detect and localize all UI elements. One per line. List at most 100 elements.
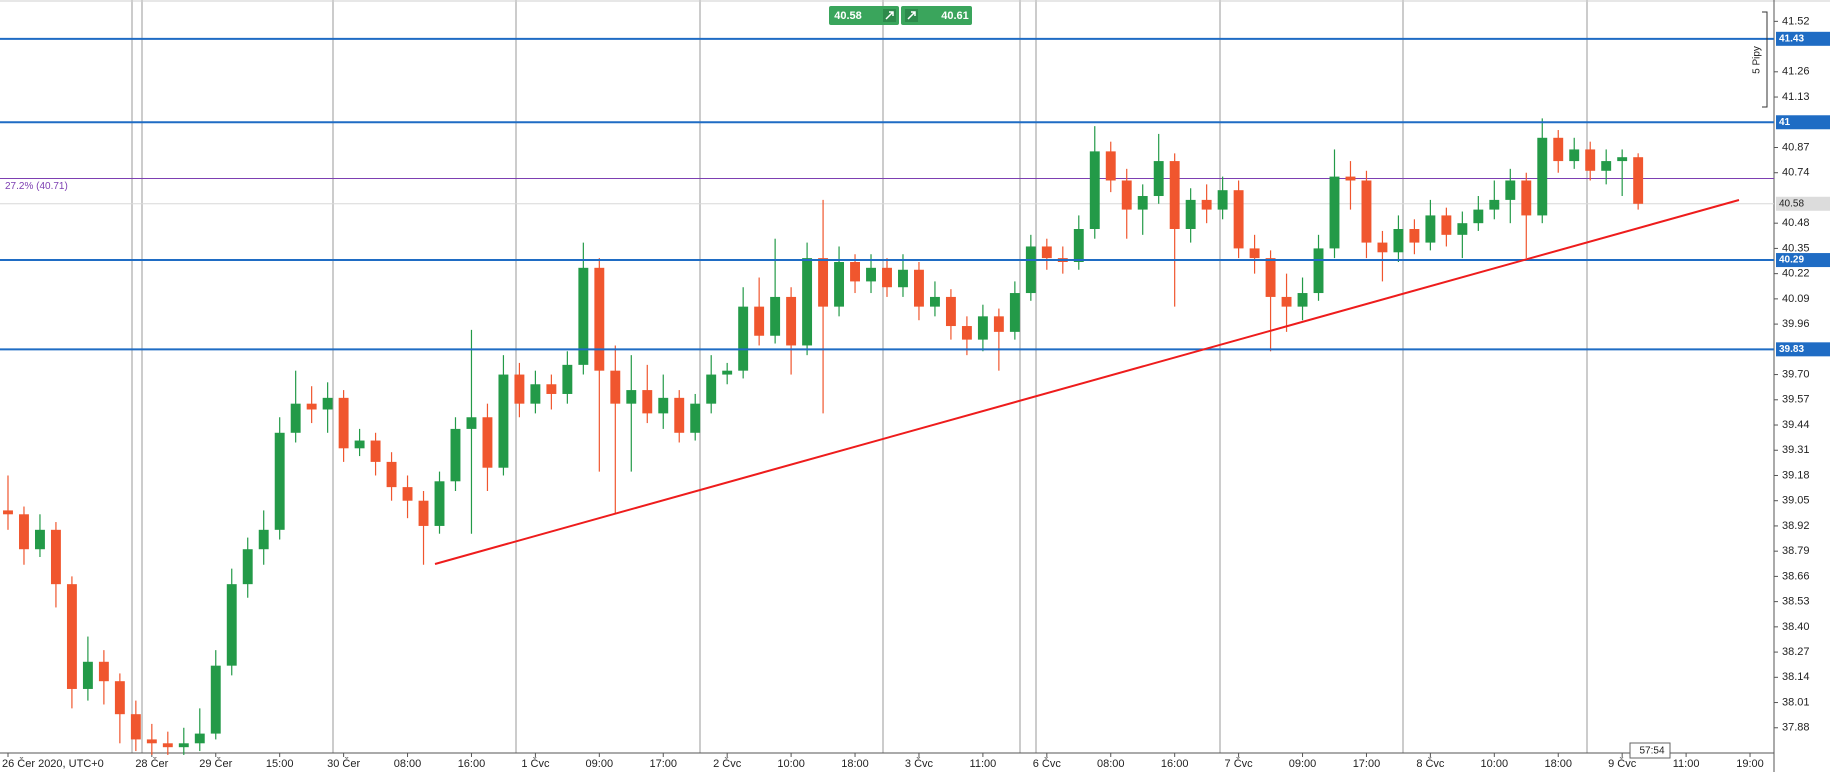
candle-body — [690, 403, 701, 433]
session-separators — [131, 0, 1588, 753]
candle-body — [674, 397, 685, 433]
buy-price: 40.61 — [941, 10, 969, 22]
y-tick-label: 38.66 — [1782, 570, 1810, 582]
candle-body — [1473, 209, 1484, 224]
trade-buttons: 40.58 40.61 — [829, 6, 972, 25]
candle-body — [1185, 199, 1196, 230]
buy-button[interactable] — [901, 6, 972, 25]
candle-body — [642, 390, 653, 414]
candle-body — [290, 403, 301, 433]
plot: 41.52 41.26 41.13 40.87 40.74 40.48 40.35 40.22… — [0, 15, 1830, 770]
candle-body — [1441, 215, 1452, 235]
level-label-box — [1776, 253, 1830, 268]
candle-body — [306, 403, 317, 410]
candle-body — [961, 326, 972, 340]
candle-body — [322, 397, 333, 410]
candle-body — [1521, 180, 1532, 216]
candle-body — [130, 714, 141, 740]
x-tick-label: 28 Čer — [135, 757, 168, 770]
candle-body — [834, 261, 845, 307]
x-tick-label: 11:00 — [970, 758, 997, 770]
candle-body — [1169, 161, 1180, 230]
level-label: 41 — [1779, 117, 1791, 128]
candle-body — [354, 440, 365, 449]
candle-body — [370, 440, 381, 462]
level-label-box — [1776, 31, 1830, 46]
pips-bracket — [1762, 11, 1768, 108]
candle-body — [1329, 176, 1340, 249]
candle-body — [786, 296, 797, 346]
y-tick-label: 41.26 — [1782, 66, 1810, 78]
candle-body — [50, 529, 61, 585]
candle-body — [1201, 199, 1212, 210]
candle-body — [338, 397, 349, 449]
candle-body — [450, 428, 461, 482]
candle-body — [162, 743, 173, 748]
candle-body — [1249, 248, 1260, 259]
candle-body — [1313, 248, 1324, 294]
candle-body — [1217, 190, 1228, 210]
x-tick-label: 15:00 — [266, 758, 294, 770]
candle-body — [626, 390, 637, 404]
candle-body — [706, 374, 717, 404]
candle-body — [1505, 180, 1516, 200]
candle-body — [1569, 149, 1580, 162]
level-label-box — [1776, 115, 1830, 130]
y-tick-label: 40.74 — [1782, 167, 1810, 179]
candle-body — [770, 296, 781, 336]
candle-body — [386, 461, 397, 488]
candle-timer: 57:54 — [1639, 746, 1664, 757]
pips-label: 5 Pipy — [1752, 46, 1763, 74]
level-label: 40.29 — [1779, 255, 1804, 266]
candle-body — [82, 661, 93, 689]
y-tick-label: 41.13 — [1782, 91, 1810, 103]
candle-body — [1393, 229, 1404, 253]
y-tick-label: 39.44 — [1782, 419, 1810, 431]
x-tick-label: 17:00 — [649, 758, 677, 770]
y-tick-label: 38.92 — [1782, 520, 1810, 532]
last-price-label: 40.58 — [1779, 198, 1804, 209]
candle-body — [1425, 215, 1436, 243]
candle-body — [1105, 151, 1116, 181]
candle-body — [1025, 246, 1036, 294]
candle-body — [850, 261, 860, 282]
candle-body — [722, 370, 733, 375]
candle-body — [1553, 137, 1564, 162]
candle-body — [1537, 137, 1548, 216]
candle-body — [1617, 157, 1628, 162]
candle-body — [1153, 161, 1164, 197]
x-tick-label: 6 Čvc — [1033, 757, 1062, 770]
x-tick-label: 8 Čvc — [1416, 757, 1445, 770]
candle-body — [210, 665, 221, 734]
sell-button[interactable] — [829, 6, 899, 25]
x-tick-label: 11:00 — [1673, 758, 1700, 770]
candle-body — [658, 397, 669, 414]
candle-body — [498, 374, 509, 468]
y-tick-label: 40.48 — [1782, 217, 1810, 229]
candle-body — [1377, 242, 1388, 253]
candle-body — [66, 584, 77, 689]
candle-body — [898, 269, 908, 288]
level-label: 41.43 — [1779, 33, 1804, 44]
candle-body — [530, 384, 541, 404]
candle-body — [514, 374, 525, 404]
candle-body — [402, 487, 413, 501]
level-label-box — [1776, 342, 1830, 357]
y-tick-label: 38.01 — [1782, 696, 1810, 708]
candle-body — [993, 316, 1004, 332]
y-tick-label: 41.52 — [1782, 15, 1810, 27]
y-tick-label: 39.70 — [1782, 368, 1810, 380]
candle-body — [466, 417, 477, 429]
trend-line[interactable] — [434, 199, 1740, 565]
candle-body — [226, 584, 237, 666]
candle-body — [738, 306, 749, 371]
y-tick-label: 38.40 — [1782, 621, 1810, 633]
candle-body — [977, 316, 988, 340]
x-tick-label: 08:00 — [1097, 758, 1125, 770]
candle-body — [802, 258, 813, 346]
y-tick-label: 39.96 — [1782, 318, 1810, 330]
candle-body — [1585, 149, 1596, 171]
candle-body — [866, 267, 876, 282]
y-tick-label: 39.05 — [1782, 495, 1810, 507]
